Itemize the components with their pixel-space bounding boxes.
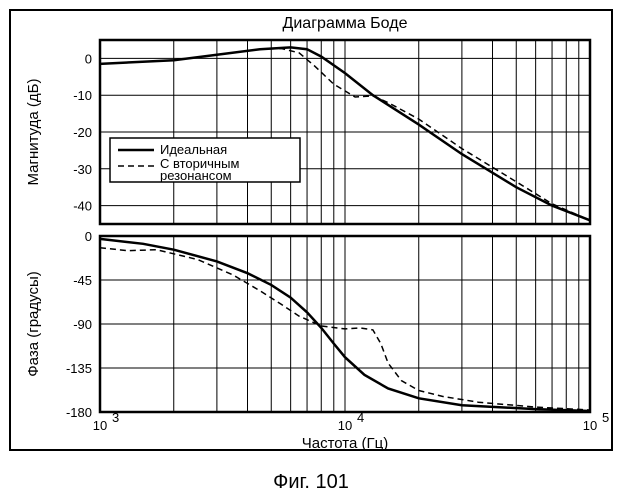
phase-ytick-label: -180 (66, 405, 92, 420)
mag-ytick-label: -20 (73, 125, 92, 140)
xlabel: Частота (Гц) (302, 435, 388, 452)
mag-ytick-label: -30 (73, 162, 92, 177)
legend-label-ideal: Идеальная (160, 142, 227, 157)
svg-text:10: 10 (338, 418, 352, 433)
phase-ytick-label: -90 (73, 317, 92, 332)
phase-ytick-label: -45 (73, 273, 92, 288)
mag-ytick-label: -10 (73, 88, 92, 103)
xtick-label: 10 3 (93, 410, 119, 433)
mag-ylabel: Магнитуда (дБ) (25, 78, 42, 185)
xtick-label: 10 4 (338, 410, 364, 433)
mag-ytick-label: -40 (73, 199, 92, 214)
svg-text:4: 4 (357, 410, 364, 425)
figure-caption: Фиг. 101 (273, 471, 349, 493)
legend-label-reson-2: резонансом (160, 168, 232, 183)
svg-text:3: 3 (112, 410, 119, 425)
phase-ylabel: Фаза (градусы) (25, 271, 42, 376)
svg-text:10: 10 (93, 418, 107, 433)
mag-ytick-label: 0 (85, 51, 92, 66)
svg-text:10: 10 (583, 418, 597, 433)
svg-text:5: 5 (602, 410, 609, 425)
chart-title: Диаграмма Боде (283, 15, 408, 32)
phase-ytick-label: 0 (85, 229, 92, 244)
phase-ytick-label: -135 (66, 361, 92, 376)
xtick-label: 10 5 (583, 410, 609, 433)
